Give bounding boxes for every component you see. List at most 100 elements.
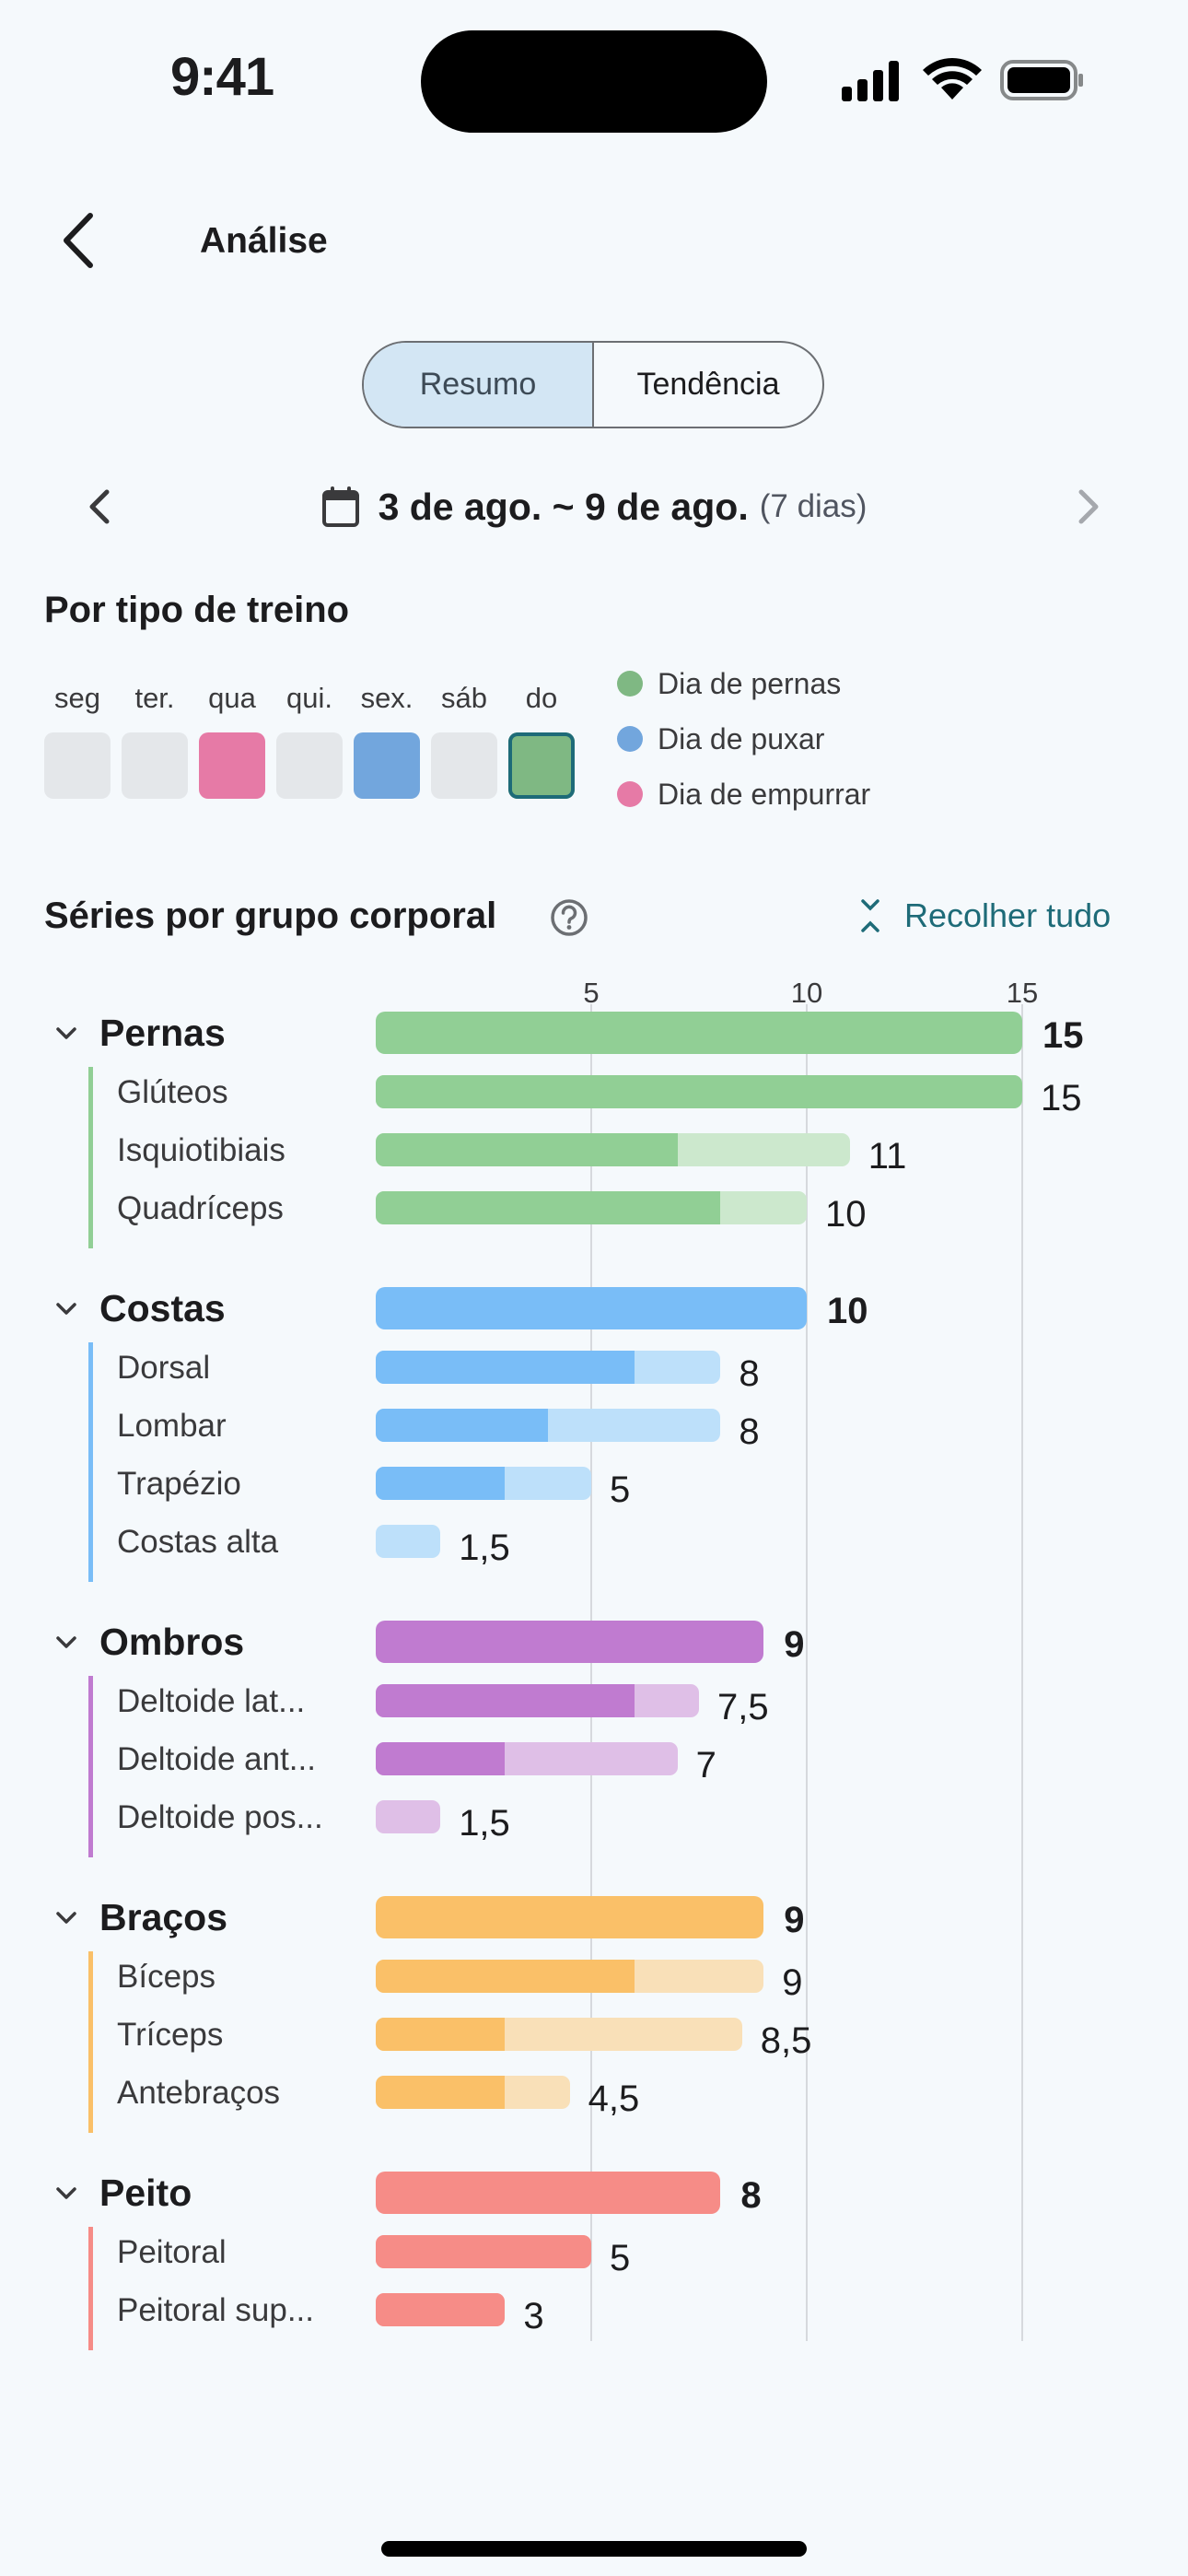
tab-tendencia[interactable]: Tendência: [636, 367, 780, 402]
muscle-bar-primary: [376, 1409, 549, 1442]
muscle-label: Peitoral sup...: [117, 2292, 314, 2328]
muscle-bar-primary: [376, 1075, 1022, 1108]
sets-section-title: Séries por grupo corporal: [44, 896, 497, 936]
legend-dot: [617, 781, 643, 807]
group-label[interactable]: Ombros: [99, 1621, 245, 1663]
muscle-bar-primary: [376, 1467, 506, 1500]
muscle-bar-primary: [376, 2293, 506, 2326]
collapse-group-chevron-icon[interactable]: [52, 1903, 81, 1933]
muscle-value: 10: [825, 1194, 867, 1235]
muscle-bar: [376, 1800, 441, 1833]
muscle-label: Peitoral: [117, 2234, 227, 2270]
group-label[interactable]: Braços: [99, 1896, 228, 1938]
muscle-value: 7: [695, 1745, 716, 1786]
muscle-label: Dorsal: [117, 1350, 211, 1386]
muscle-label: Quadríceps: [117, 1190, 284, 1226]
group-total-value: 10: [827, 1291, 868, 1331]
group-total-value: 15: [1042, 1015, 1084, 1056]
weekday-box[interactable]: [276, 732, 343, 799]
collapse-all-button[interactable]: Recolher tudo: [856, 896, 1111, 936]
muscle-bar: [376, 1467, 591, 1500]
muscle-bar-primary: [376, 2076, 506, 2109]
muscle-label: Bíceps: [117, 1959, 215, 1995]
muscle-bar: [376, 2235, 591, 2268]
weekday-label: do: [525, 682, 558, 714]
muscle-value: 8: [739, 1353, 760, 1394]
weekday-label: sex.: [360, 682, 413, 714]
group-label[interactable]: Peito: [99, 2172, 192, 2214]
weekday-label: qui.: [286, 682, 332, 714]
group-label[interactable]: Pernas: [99, 1012, 226, 1054]
muscle-bar-primary: [376, 2018, 506, 2051]
weekday-box[interactable]: [122, 732, 188, 799]
muscle-label: Glúteos: [117, 1074, 228, 1110]
collapse-group-chevron-icon[interactable]: [52, 1294, 81, 1324]
muscle-bar: [376, 1742, 678, 1775]
x-gridline: [590, 1004, 592, 2341]
group-total-bar: [376, 1287, 807, 1329]
muscle-label: Trapézio: [117, 1466, 241, 1502]
group-indicator-line: [88, 1951, 93, 2133]
muscle-value: 3: [523, 2296, 544, 2336]
tab-resumo[interactable]: Resumo: [364, 343, 594, 427]
weekday-box[interactable]: [431, 732, 497, 799]
muscle-value: 15: [1041, 1078, 1082, 1118]
weekday-box[interactable]: [354, 732, 420, 799]
collapse-group-chevron-icon[interactable]: [52, 1019, 81, 1048]
status-icons: [842, 58, 1083, 101]
legend-label: Dia de empurrar: [658, 777, 871, 811]
weekday-box[interactable]: [44, 732, 111, 799]
previous-week-chevron-icon[interactable]: [81, 479, 118, 534]
dynamic-island: [421, 30, 767, 133]
muscle-value: 9: [782, 1962, 803, 2003]
weekday-box[interactable]: [508, 732, 575, 799]
legend-dot: [617, 726, 643, 752]
muscle-bar: [376, 2018, 742, 2051]
group-indicator-line: [88, 1676, 93, 1857]
muscle-bar: [376, 1409, 721, 1442]
x-gridline: [1021, 1004, 1023, 2341]
collapse-all-label: Recolher tudo: [904, 896, 1112, 934]
collapse-group-chevron-icon[interactable]: [52, 1628, 81, 1657]
workout-type-legend: Dia de pernas Dia de puxar Dia de empurrar: [617, 656, 870, 822]
x-tick-label: 10: [790, 977, 823, 1009]
date-range-row: 3 de ago. ~ 9 de ago. (7 dias): [0, 474, 1188, 539]
collapse-group-chevron-icon[interactable]: [52, 2179, 81, 2208]
next-week-chevron-icon[interactable]: [1070, 479, 1107, 534]
page-title: Análise: [200, 221, 328, 261]
x-tick-label: 15: [1006, 977, 1039, 1009]
muscle-bar-primary: [376, 2235, 591, 2268]
weekday-box[interactable]: [199, 732, 265, 799]
muscle-bar-primary: [376, 1960, 635, 1993]
legend-item: Dia de empurrar: [617, 767, 870, 822]
muscle-bar: [376, 1075, 1022, 1108]
muscle-label: Deltoide pos...: [117, 1799, 323, 1835]
muscle-value: 5: [610, 2238, 631, 2278]
group-label[interactable]: Costas: [99, 1287, 226, 1329]
muscle-label: Isquiotibiais: [117, 1132, 285, 1168]
group-total-bar: [376, 1896, 764, 1938]
group-total-value: 9: [784, 1624, 805, 1665]
muscle-value: 8: [739, 1411, 760, 1452]
muscle-bar-primary: [376, 1133, 678, 1166]
group-total-bar: [376, 2172, 721, 2214]
muscle-value: 7,5: [717, 1687, 769, 1727]
group-total-bar: [376, 1621, 764, 1663]
muscle-bar: [376, 2293, 506, 2326]
group-total-bar: [376, 1012, 1022, 1054]
home-indicator: [381, 2541, 807, 2557]
date-range[interactable]: 3 de ago. ~ 9 de ago.: [378, 485, 749, 528]
status-time: 9:41: [170, 47, 274, 107]
muscle-bar: [376, 2076, 570, 2109]
legend-item: Dia de pernas: [617, 656, 870, 711]
back-chevron-icon[interactable]: [55, 208, 107, 273]
muscle-value: 4,5: [588, 2078, 640, 2119]
workout-type-title: Por tipo de treino: [44, 590, 350, 630]
date-range-days: (7 dias): [759, 488, 868, 524]
muscle-label: Tríceps: [117, 2017, 224, 2053]
weekday-label: ter.: [134, 682, 175, 714]
muscle-bar: [376, 1960, 764, 1993]
group-indicator-line: [88, 1342, 93, 1582]
muscle-value: 11: [868, 1136, 907, 1177]
help-circle-icon[interactable]: [549, 897, 589, 938]
